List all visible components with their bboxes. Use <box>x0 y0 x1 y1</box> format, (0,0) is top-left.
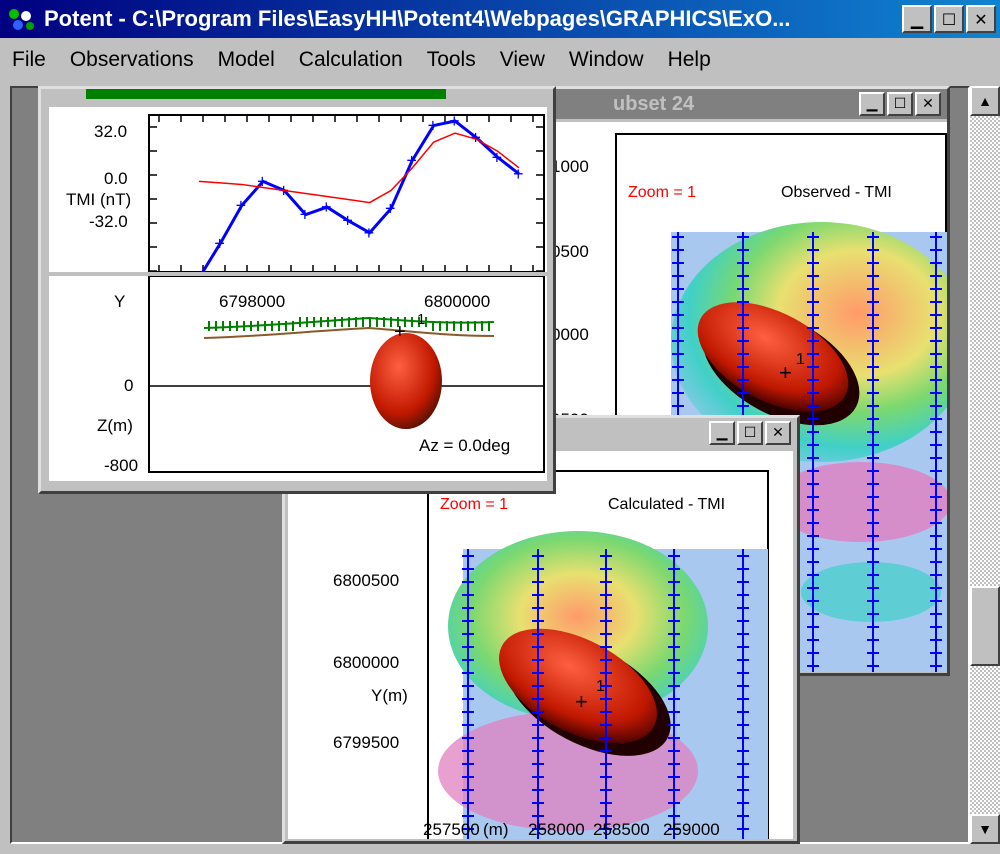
profile-ylabel: TMI (nT) <box>66 190 131 209</box>
section-topography-line <box>203 326 495 339</box>
calculated-ytick-6800500: 6800500 <box>333 571 399 590</box>
observed-ytick-1000: 1000 <box>551 157 589 176</box>
profile-axis-ticks <box>149 115 544 272</box>
section-model-body <box>370 333 442 429</box>
section-ytick-neg800: -800 <box>104 456 138 475</box>
section-centre-cross: + <box>394 321 406 343</box>
profile-ytick-0: 0.0 <box>104 169 128 188</box>
observed-window-title: ubset 24 <box>613 92 695 115</box>
calculated-ytick-6800000: 6800000 <box>333 653 399 672</box>
potent-app-icon[interactable] <box>6 6 36 32</box>
observed-profile-point: + <box>257 171 268 191</box>
observed-ytick-0000: 0000 <box>551 325 589 344</box>
calculated-xtick-259000: 259000 <box>663 820 720 839</box>
scroll-thumb[interactable] <box>970 586 1000 666</box>
calculated-xtick-258000: 258000 <box>528 820 585 839</box>
scroll-down-button[interactable]: ▼ <box>970 814 1000 844</box>
tmi-profile-chart: 32.0 0.0 TMI (nT) -32.0 ++++++++++++++++ <box>66 111 545 288</box>
menu-model[interactable]: Model <box>217 48 275 71</box>
observed-profile-point: + <box>300 205 311 225</box>
calculated-ytick-6799500: 6799500 <box>333 733 399 752</box>
observed-profile-line <box>197 119 520 279</box>
maximize-button[interactable]: ☐ <box>934 5 964 33</box>
observed-centre-cross: + <box>779 360 792 385</box>
calculated-ylabel: Y(m) <box>371 686 408 705</box>
profile-ytick-32: 32.0 <box>94 122 127 141</box>
observed-profile-point: + <box>236 196 247 216</box>
observed-close-button[interactable]: ✕ <box>915 92 941 116</box>
calculated-xtick-257500: 257500 <box>423 820 480 839</box>
profile-series-group: ++++++++++++++++ <box>193 111 524 288</box>
vertical-scrollbar[interactable]: ▲ ▼ <box>970 86 1000 844</box>
cross-section-chart: Y 6798000 6800000 0 Z(m) -800 Az = 0.0de… <box>97 275 545 475</box>
menu-calculation[interactable]: Calculation <box>298 48 403 71</box>
observed-ytick-0500: 0500 <box>551 242 589 261</box>
calculated-zoom-label: Zoom = 1 <box>440 496 508 513</box>
section-station-line <box>203 316 495 329</box>
calculated-centre-cross: + <box>575 689 588 714</box>
menu-file[interactable]: File <box>12 48 46 71</box>
section-station-ticks <box>208 317 490 331</box>
calculated-maximize-button[interactable]: ☐ <box>737 421 763 445</box>
observed-profile-point: + <box>321 197 332 217</box>
observed-profile-point: + <box>214 233 225 253</box>
observed-zoom-label: Zoom = 1 <box>628 184 696 201</box>
section-azimuth-label: Az = 0.0deg <box>419 436 510 455</box>
minimize-button[interactable]: ▁ <box>902 5 932 33</box>
menu-tools[interactable]: Tools <box>426 48 476 71</box>
calculated-plot-area[interactable]: 1 + Zoom = 1 Calculated - TMI 6800500 68… <box>288 451 793 842</box>
section-xtick-6798000: 6798000 <box>219 292 285 311</box>
profile-frame <box>148 114 545 273</box>
observed-profile-point: + <box>342 211 353 231</box>
observed-model-body <box>697 302 849 412</box>
profile-window-titlebar[interactable] <box>86 89 446 99</box>
window-title: Potent - C:\Program Files\EasyHH\Potent4… <box>44 6 791 31</box>
section-y-label: Y <box>114 292 125 311</box>
section-zlabel: Z(m) <box>97 416 133 435</box>
section-ytick-0: 0 <box>124 376 133 395</box>
observed-map-label: Observed - TMI <box>781 184 892 201</box>
observed-profile-point: + <box>406 150 417 170</box>
calculated-xlabel: (m) <box>483 820 508 839</box>
section-body-label: 1 <box>417 311 425 328</box>
observed-cyan-contour <box>801 562 941 622</box>
profile-plot-area[interactable]: 32.0 0.0 TMI (nT) -32.0 ++++++++++++++++ <box>49 107 547 288</box>
close-button[interactable]: ✕ <box>966 5 996 33</box>
title-bar: Potent - C:\Program Files\EasyHH\Potent4… <box>0 0 1000 38</box>
observed-profile-point: + <box>492 147 503 167</box>
calculated-map: 1 + Zoom = 1 Calculated - TMI 6800500 68… <box>333 470 769 842</box>
observed-profile-point: + <box>470 128 481 148</box>
calculated-map-label: Calculated - TMI <box>608 496 725 513</box>
observed-profile-point: + <box>428 116 439 136</box>
profile-ytick-neg32: -32.0 <box>89 212 128 231</box>
observed-profile-point: + <box>449 111 460 131</box>
section-frame <box>148 275 545 473</box>
menu-observations[interactable]: Observations <box>69 48 194 71</box>
section-xtick-6800000: 6800000 <box>424 292 490 311</box>
scroll-up-button[interactable]: ▲ <box>970 86 1000 116</box>
observed-maximize-button[interactable]: ☐ <box>887 92 913 116</box>
calculated-station-ticks <box>462 555 749 830</box>
menu-window[interactable]: Window <box>568 48 644 71</box>
observed-profile-point: + <box>513 164 524 184</box>
menu-view[interactable]: View <box>499 48 545 71</box>
calculated-close-button[interactable]: ✕ <box>765 421 791 445</box>
profile-section-window[interactable]: 32.0 0.0 TMI (nT) -32.0 ++++++++++++++++… <box>38 86 556 494</box>
observed-profile-point: + <box>385 199 396 219</box>
calculated-profile-line <box>198 132 520 204</box>
observed-minimize-button[interactable]: ▁ <box>859 92 885 116</box>
calculated-xtick-258500: 258500 <box>593 820 650 839</box>
menu-help[interactable]: Help <box>667 48 711 71</box>
menu-bar: File Observations Model Calculation Tool… <box>0 38 1000 82</box>
calculated-minimize-button[interactable]: ▁ <box>709 421 735 445</box>
observed-profile-point: + <box>364 223 375 243</box>
observed-body-label: 1 <box>796 351 805 368</box>
section-plot-area[interactable]: Y 6798000 6800000 0 Z(m) -800 Az = 0.0de… <box>49 275 547 481</box>
